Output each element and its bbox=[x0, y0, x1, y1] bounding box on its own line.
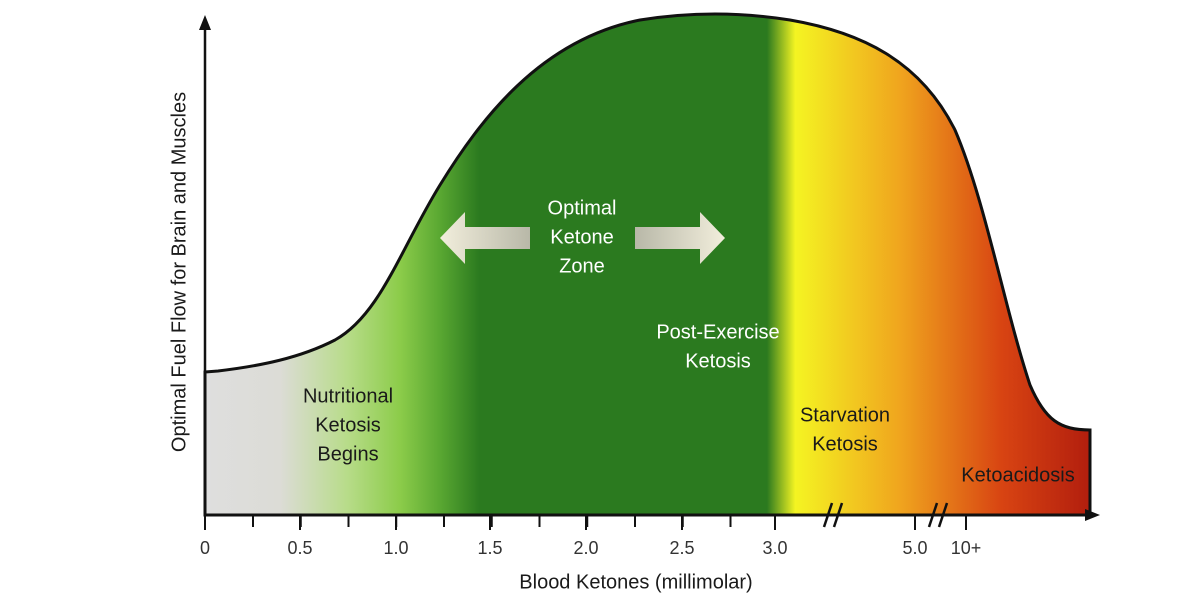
y-axis-label: Optimal Fuel Flow for Brain and Muscles bbox=[168, 92, 190, 452]
x-tick-label: 0.5 bbox=[287, 538, 312, 558]
zone-label: Ketosis bbox=[685, 350, 751, 372]
curve-area bbox=[203, 12, 1092, 517]
x-tick-label: 2.0 bbox=[573, 538, 598, 558]
x-axis-label: Blood Ketones (millimolar) bbox=[519, 571, 752, 593]
axis-breaks bbox=[822, 502, 949, 528]
zone-label: Nutritional bbox=[303, 385, 393, 407]
zone-label: Ketoacidosis bbox=[961, 464, 1074, 486]
x-tick-label: 1.0 bbox=[383, 538, 408, 558]
arrow-right bbox=[635, 212, 725, 264]
zone-label: Optimal bbox=[548, 197, 617, 219]
zone-label: Ketosis bbox=[315, 414, 381, 436]
x-tick-label: 5.0 bbox=[902, 538, 927, 558]
zone-label: Ketosis bbox=[812, 433, 878, 455]
zone-label: Starvation bbox=[800, 404, 890, 426]
zone-label: Begins bbox=[317, 443, 378, 465]
zone-label: Post-Exercise bbox=[656, 321, 779, 343]
x-tick-label: 3.0 bbox=[762, 538, 787, 558]
x-tick-label: 1.5 bbox=[477, 538, 502, 558]
arrow-left bbox=[440, 212, 530, 264]
x-tick-labels: 0 0.5 1.0 1.5 2.0 2.5 3.0 5.0 10+ bbox=[200, 538, 981, 558]
zone-label: Zone bbox=[559, 255, 605, 277]
x-ticks bbox=[204, 515, 967, 530]
x-tick-label: 10+ bbox=[951, 538, 982, 558]
x-tick-label: 2.5 bbox=[669, 538, 694, 558]
x-tick-label: 0 bbox=[200, 538, 210, 558]
zone-label: Ketone bbox=[550, 226, 613, 248]
